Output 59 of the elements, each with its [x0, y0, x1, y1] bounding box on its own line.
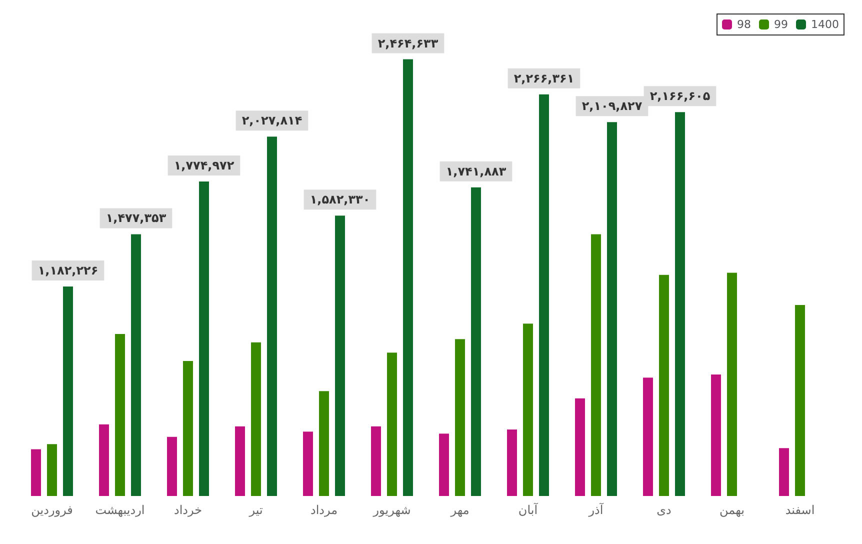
- legend-label: 99: [774, 18, 788, 31]
- data-label: ۲,۱۰۹,۸۲۷: [582, 99, 643, 114]
- bar: [303, 432, 313, 496]
- bar: [47, 444, 57, 496]
- bar: [471, 187, 481, 496]
- bar: [335, 216, 345, 496]
- data-label: ۱,۵۸۲,۳۳۰: [310, 192, 370, 207]
- bar: [63, 286, 73, 496]
- legend-label: 98: [737, 18, 752, 31]
- x-tick-label: اسفند: [785, 503, 815, 517]
- bar: [371, 426, 381, 496]
- bar: [539, 94, 549, 496]
- bar: [779, 448, 789, 496]
- data-label: ۱,۱۸۲,۲۲۶: [38, 264, 98, 278]
- x-tick-label: اردیبهشت: [95, 503, 145, 517]
- x-tick-label: تیر: [248, 503, 263, 517]
- bar: [643, 378, 653, 496]
- data-label: ۱,۷۷۴,۹۷۲: [174, 158, 235, 172]
- bar: [727, 272, 737, 496]
- x-tick-label: شهریور: [372, 503, 411, 517]
- bar: [31, 449, 41, 496]
- bar: [115, 334, 125, 496]
- x-tick-label: آذر: [588, 502, 604, 517]
- data-label: ۱,۴۷۷,۳۵۳: [106, 211, 167, 226]
- bar: [199, 181, 209, 496]
- bar: [267, 136, 277, 496]
- data-label: ۲,۴۶۴,۶۳۳: [378, 36, 439, 50]
- bar: [235, 426, 245, 496]
- legend-label: 1400: [811, 18, 840, 31]
- x-tick-label: خرداد: [174, 503, 202, 517]
- data-label: ۱,۷۴۱,۸۸۳: [446, 164, 507, 178]
- bar: [659, 274, 669, 496]
- x-tick-label: مهر: [450, 503, 470, 517]
- bar: [131, 234, 141, 496]
- x-tick-label: دی: [656, 503, 672, 517]
- bar: [183, 360, 193, 496]
- bar: [99, 424, 109, 496]
- bar: [167, 436, 177, 496]
- data-label: ۲,۱۶۶,۶۰۵: [650, 89, 710, 104]
- bar: [251, 342, 261, 496]
- x-tick-label: مرداد: [310, 503, 338, 517]
- x-tick-label: فروردین: [31, 503, 73, 517]
- bar: [575, 398, 585, 496]
- x-tick-label: آبان: [518, 502, 538, 517]
- bar: [403, 59, 413, 496]
- bar: [711, 374, 721, 496]
- bar: [387, 352, 397, 496]
- data-label: ۲,۲۶۶,۳۶۱: [514, 71, 574, 86]
- x-tick-label: بهمن: [720, 503, 744, 517]
- bar: [507, 430, 517, 496]
- data-label: ۲,۰۲۷,۸۱۴: [242, 114, 302, 128]
- bar: [523, 324, 533, 496]
- bar: [591, 234, 601, 496]
- bar: [319, 391, 329, 496]
- bar: [455, 339, 465, 496]
- bar: [439, 434, 449, 496]
- bar: [675, 112, 685, 496]
- bar: [607, 122, 617, 496]
- bar: [795, 304, 805, 496]
